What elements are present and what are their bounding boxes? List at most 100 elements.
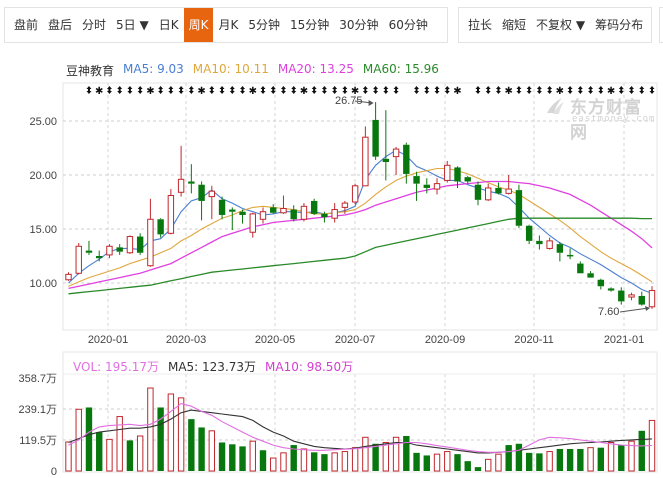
volume-bar[interactable] <box>249 440 256 472</box>
candlestick[interactable] <box>229 207 236 231</box>
candlestick[interactable] <box>321 211 328 223</box>
event-marker-icon[interactable] <box>188 86 194 94</box>
candlestick[interactable] <box>351 183 359 205</box>
event-marker-icon[interactable] <box>424 86 430 94</box>
volume-bar[interactable] <box>310 452 318 471</box>
event-marker-icon[interactable] <box>577 86 583 94</box>
candlestick[interactable] <box>413 171 420 201</box>
option-button-0[interactable]: 拉长 <box>468 18 493 32</box>
volume-bar[interactable] <box>300 448 308 472</box>
volume-bar[interactable] <box>464 461 471 471</box>
event-marker-icon[interactable] <box>536 86 542 94</box>
candlestick[interactable] <box>116 244 123 255</box>
event-marker-icon[interactable] <box>332 86 338 94</box>
event-marker-icon[interactable]: ✱ <box>95 86 103 97</box>
candlestick[interactable] <box>341 200 349 214</box>
candlestick[interactable] <box>136 233 144 255</box>
event-marker-icon[interactable] <box>291 86 297 94</box>
candlestick[interactable] <box>300 203 308 222</box>
event-marker-icon[interactable]: ✱ <box>556 86 564 97</box>
option-button-3[interactable]: 筹码分布 <box>595 18 644 32</box>
event-marker-icon[interactable] <box>629 86 635 94</box>
volume-bar[interactable] <box>536 453 543 471</box>
volume-bar[interactable] <box>177 397 185 472</box>
candlestick[interactable] <box>85 240 93 255</box>
volume-bar[interactable] <box>351 447 359 472</box>
volume-bar[interactable] <box>362 436 369 472</box>
candlestick[interactable] <box>106 244 113 259</box>
event-marker-icon[interactable] <box>117 86 123 94</box>
candlestick[interactable] <box>566 248 574 260</box>
volume-bar[interactable] <box>198 427 205 471</box>
event-marker-icon[interactable] <box>547 86 553 94</box>
option-button-1[interactable]: 缩短 <box>502 18 527 32</box>
volume-bar[interactable] <box>341 451 349 472</box>
candlestick[interactable] <box>536 235 543 250</box>
event-marker-icon[interactable]: ✱ <box>351 86 359 97</box>
candlestick[interactable] <box>280 195 287 214</box>
event-marker-icon[interactable] <box>639 86 645 94</box>
event-marker-icon[interactable] <box>270 86 276 94</box>
period-tab-2[interactable]: 分时 <box>82 18 107 32</box>
event-marker-icon[interactable] <box>485 86 491 94</box>
event-marker-icon[interactable] <box>280 86 286 94</box>
event-marker-icon[interactable] <box>495 86 501 94</box>
candlestick[interactable] <box>147 198 154 267</box>
volume-bar[interactable] <box>403 435 410 471</box>
event-marker-icon[interactable] <box>567 86 573 94</box>
volume-bar[interactable] <box>147 387 154 472</box>
event-marker-icon[interactable]: ✱ <box>300 86 308 97</box>
event-marker-icon[interactable] <box>598 86 604 94</box>
candlestick[interactable] <box>126 235 134 254</box>
volume-bar[interactable] <box>556 448 564 471</box>
candlestick[interactable] <box>525 224 533 245</box>
volume-bar[interactable] <box>546 451 553 472</box>
event-marker-icon[interactable]: ✱ <box>197 86 205 97</box>
candlestick[interactable] <box>515 184 523 228</box>
candlestick[interactable] <box>628 292 635 301</box>
candlestick[interactable] <box>372 102 379 160</box>
volume-bar[interactable] <box>618 445 625 471</box>
candlestick[interactable] <box>392 146 400 175</box>
candlestick[interactable] <box>587 271 594 278</box>
volume-bar[interactable] <box>587 447 594 472</box>
event-marker-icon[interactable] <box>178 86 184 94</box>
candlestick[interactable] <box>65 272 72 281</box>
volume-bar[interactable] <box>331 452 338 472</box>
candlestick[interactable] <box>556 241 564 262</box>
period-tab-1[interactable]: 盘后 <box>48 18 73 32</box>
candlestick[interactable] <box>648 286 656 309</box>
period-tab-8[interactable]: 15分钟 <box>290 18 330 32</box>
event-marker-icon[interactable] <box>373 86 379 94</box>
candlestick[interactable] <box>638 291 645 306</box>
event-marker-icon[interactable] <box>649 86 655 94</box>
event-marker-icon[interactable] <box>260 86 266 94</box>
candlestick[interactable] <box>310 198 318 215</box>
event-marker-icon[interactable] <box>393 86 399 94</box>
candlestick[interactable] <box>208 185 216 220</box>
candlestick[interactable] <box>444 160 451 183</box>
volume-bar[interactable] <box>495 453 502 472</box>
candlestick[interactable] <box>362 126 369 187</box>
volume-bar[interactable] <box>372 443 379 471</box>
event-marker-icon[interactable]: ✱ <box>146 86 154 97</box>
period-tab-0[interactable]: 盘前 <box>14 18 39 32</box>
period-tab-3[interactable]: 5日 ▼ <box>116 18 149 32</box>
candlestick[interactable] <box>218 196 226 220</box>
event-marker-icon[interactable] <box>229 86 235 94</box>
volume-bar[interactable] <box>188 419 195 471</box>
candlestick[interactable] <box>167 189 175 235</box>
volume-bar[interactable] <box>525 452 533 471</box>
candlestick[interactable] <box>474 181 482 206</box>
event-marker-icon[interactable] <box>342 86 348 94</box>
candlestick[interactable] <box>382 110 390 181</box>
candlestick[interactable] <box>485 183 492 201</box>
volume-bar[interactable] <box>577 448 584 471</box>
candlestick[interactable] <box>290 205 297 222</box>
volume-bar[interactable] <box>566 448 574 471</box>
candlestick[interactable] <box>546 237 553 250</box>
volume-bar[interactable] <box>485 458 492 472</box>
candlestick[interactable] <box>505 175 512 195</box>
event-marker-icon[interactable] <box>414 86 420 94</box>
volume-bar[interactable] <box>413 452 420 471</box>
